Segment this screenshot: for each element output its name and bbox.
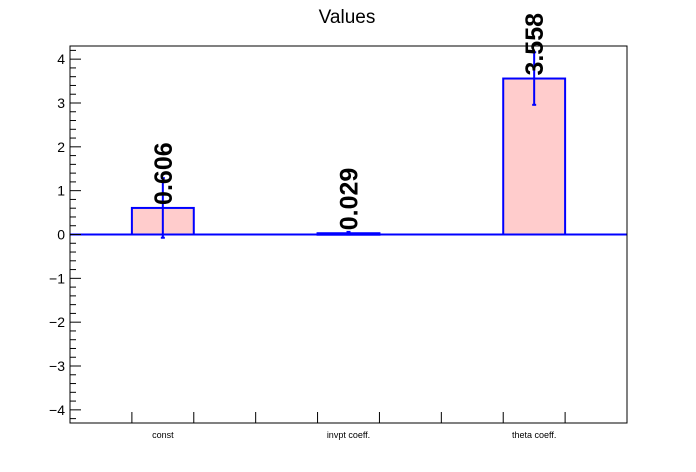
y-tick-label: −4 xyxy=(49,402,65,418)
y-tick-label: 0 xyxy=(57,227,65,243)
y-tick-label: −1 xyxy=(49,270,65,286)
y-tick-label: 1 xyxy=(57,183,65,199)
value-label: 0.029 xyxy=(336,168,364,231)
x-tick-label: const xyxy=(152,430,174,440)
x-tick-label: invpt coeff. xyxy=(327,430,370,440)
y-tick-label: 4 xyxy=(57,51,65,67)
y-tick-label: −3 xyxy=(49,358,65,374)
value-label: 0.606 xyxy=(150,142,178,205)
value-label: 3.558 xyxy=(521,13,549,76)
labels-layer: −4 −3 −2 −1 0 1 2 3 4 0.606 const 0.029 invpt coeff.… xyxy=(49,13,556,440)
y-tick-label: 3 xyxy=(57,95,65,111)
y-tick-label: −2 xyxy=(49,314,65,330)
axis-layer xyxy=(69,45,628,424)
bars-layer xyxy=(70,51,627,239)
y-tick-label: 2 xyxy=(57,139,65,155)
chart-title: Values xyxy=(319,7,376,28)
x-tick-label: theta coeff. xyxy=(512,430,556,440)
